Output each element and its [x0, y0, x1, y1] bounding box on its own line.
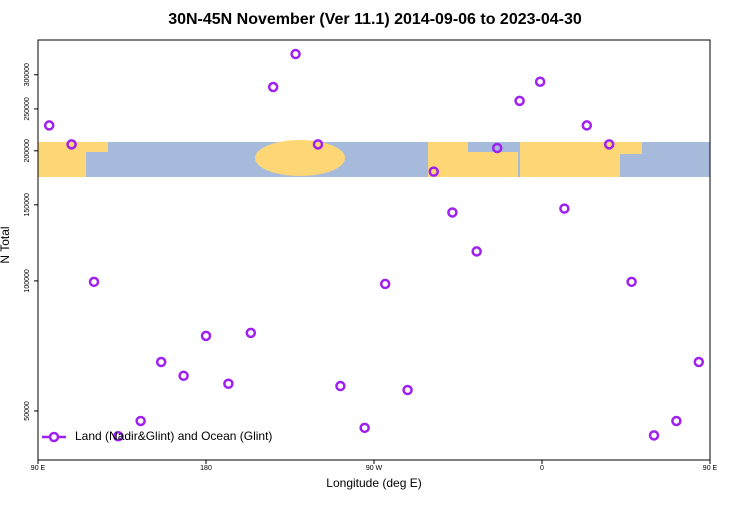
chart-title: 30N-45N November (Ver 11.1) 2014-09-06 t…: [168, 11, 582, 28]
x-tick-label: 90 E: [31, 465, 46, 472]
point: [447, 207, 458, 218]
legend-marker: [48, 431, 60, 443]
point: [43, 120, 55, 131]
point: [359, 422, 370, 434]
point: [581, 120, 593, 131]
x-axis-label: Longitude (deg E): [326, 476, 421, 490]
point: [603, 139, 615, 150]
point: [671, 415, 682, 427]
point: [88, 276, 100, 288]
y-axis-label: N Total: [0, 226, 12, 263]
point: [66, 139, 77, 150]
point: [245, 327, 257, 339]
y-tick-label: 150000: [24, 193, 31, 216]
x-tick-label: 0: [540, 465, 544, 472]
map-band: [38, 140, 710, 177]
y-tick-label: 100000: [24, 269, 31, 292]
point: [514, 95, 525, 107]
point: [312, 139, 324, 150]
y-tick-label: 200000: [24, 139, 31, 162]
point: [428, 166, 439, 177]
y-tick-label: 50000: [24, 401, 31, 421]
point: [155, 356, 167, 368]
point: [267, 81, 279, 93]
legend-label: Land (Nadir&Glint) and Ocean (Glint): [75, 429, 272, 443]
point: [648, 430, 660, 441]
point: [200, 330, 212, 342]
point: [626, 276, 637, 288]
y-tick-label: 250000: [24, 97, 31, 120]
x-tick-label: 90 W: [366, 465, 383, 472]
point: [290, 48, 301, 60]
point: [135, 415, 146, 427]
point: [335, 380, 346, 392]
point: [471, 246, 482, 257]
point: [559, 203, 570, 214]
point: [402, 384, 413, 396]
point: [113, 430, 124, 442]
point: [693, 356, 705, 368]
x-tick-label: 90 E: [703, 465, 718, 472]
point: [379, 278, 391, 290]
point: [223, 378, 234, 390]
point: [491, 142, 503, 154]
y-tick-label: 300000: [24, 63, 31, 86]
x-tick-label: 180: [200, 465, 212, 472]
plot-frame: [37, 39, 711, 461]
point: [534, 76, 546, 87]
point: [178, 370, 189, 382]
